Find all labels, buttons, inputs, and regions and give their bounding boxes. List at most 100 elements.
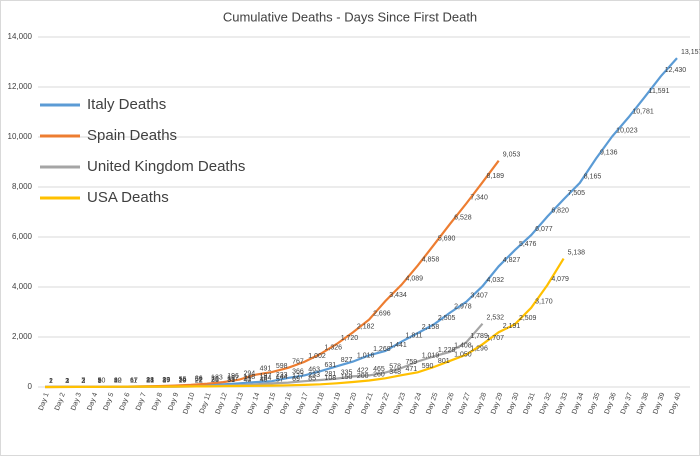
data-label: 10 (98, 378, 106, 385)
data-label: 8 (162, 378, 166, 385)
data-label: 2 (81, 378, 85, 385)
y-tick-label: 6,000 (12, 232, 33, 241)
y-tick-label: 8,000 (12, 182, 33, 191)
data-label: 1 (49, 378, 53, 385)
data-label: 7 (81, 378, 85, 385)
data-label: 8,189 (487, 173, 505, 180)
data-label: 10,023 (616, 127, 638, 134)
data-label: 1,326 (324, 345, 342, 352)
data-label: 2,158 (422, 324, 440, 331)
data-label: 294 (243, 370, 255, 377)
data-label: 1 (49, 378, 53, 385)
data-label: 1,002 (308, 353, 326, 360)
data-label: 8 (146, 378, 150, 385)
data-label: 4,032 (487, 277, 505, 284)
data-label: 4,858 (422, 256, 440, 263)
data-label: 11 (130, 378, 137, 385)
y-tick-label: 14,000 (8, 32, 33, 41)
data-label: 5,690 (438, 236, 456, 243)
y-tick-label: 10,000 (8, 132, 33, 141)
data-label: 9 (114, 378, 118, 385)
data-label: 3,407 (470, 293, 488, 300)
data-label: 2,182 (357, 323, 375, 330)
data-label: 7,505 (568, 190, 586, 197)
data-label: 5,476 (519, 241, 537, 248)
data-label: 2 (81, 378, 85, 385)
data-label: 21 (146, 377, 154, 384)
data-label: 335 (341, 369, 353, 376)
y-tick-label: 0 (28, 382, 33, 391)
data-label: 6,077 (535, 226, 553, 233)
data-label: 1,707 (487, 335, 505, 342)
data-label: 6 (130, 378, 134, 385)
legend-label: United Kingdom Deaths (87, 158, 245, 175)
legend-label: USA Deaths (87, 189, 169, 206)
data-label: 17 (130, 377, 138, 384)
data-label: 2,505 (438, 315, 456, 322)
data-label: 2 (65, 378, 69, 385)
data-label: 1,811 (406, 333, 423, 340)
data-label: 1,296 (470, 345, 488, 352)
data-label: 10 (179, 378, 187, 385)
data-label: 767 (292, 359, 304, 366)
data-label: 598 (276, 363, 288, 370)
data-label: 2 (65, 378, 69, 385)
data-label: 8,165 (584, 174, 602, 181)
data-label: 55 (179, 376, 187, 383)
data-label: 366 (292, 369, 304, 376)
data-label: 7,340 (470, 194, 488, 201)
data-label: 6 (98, 378, 102, 385)
data-label: 71 (243, 376, 251, 383)
y-tick-label: 12,000 (8, 82, 33, 91)
data-label: 4,827 (503, 257, 521, 264)
data-label: 14 (146, 377, 154, 384)
data-label: 17 (162, 377, 170, 384)
data-label: 133 (211, 375, 223, 382)
data-label: 578 (389, 363, 401, 370)
data-label: 13,157 (681, 49, 700, 56)
data-label: 463 (308, 366, 320, 373)
data-label: 4,089 (406, 276, 424, 283)
data-label: 12 (114, 378, 122, 385)
data-label: 36 (162, 377, 170, 384)
data-label: 4 (114, 378, 118, 385)
data-label: 19 (179, 377, 187, 384)
data-label: 85 (308, 376, 316, 383)
data-label: 2,978 (454, 303, 472, 310)
data-label: 35 (211, 377, 219, 384)
data-label: 48 (260, 377, 268, 384)
data-label: 79 (211, 376, 219, 383)
data-label: 2,509 (519, 315, 537, 322)
data-label: 1,720 (341, 335, 359, 342)
data-label: 422 (357, 367, 369, 374)
data-label: 471 (406, 366, 418, 373)
data-label: 1 (65, 378, 69, 385)
data-label: 3 (65, 378, 69, 385)
data-label: 34 (179, 377, 187, 384)
series-line (45, 258, 565, 389)
data-label: 11,591 (649, 88, 670, 95)
data-label: 197 (260, 373, 272, 380)
data-label: 3,170 (535, 299, 553, 306)
data-label: 3 (81, 378, 85, 385)
data-label: 150 (341, 374, 353, 381)
data-label: 281 (324, 371, 336, 378)
data-label: 40 (243, 377, 251, 384)
data-label: 2,696 (373, 310, 391, 317)
data-label: 6,528 (454, 215, 472, 222)
data-label: 104 (260, 375, 272, 382)
data-label: 28 (146, 377, 154, 384)
data-label: 29 (162, 377, 170, 384)
data-label: 52 (195, 377, 203, 384)
data-label: 55 (227, 376, 235, 383)
data-label: 9,136 (600, 149, 618, 156)
data-label: 1,408 (454, 343, 472, 350)
data-label: 1,228 (438, 347, 456, 354)
data-label: 1,016 (357, 352, 375, 359)
data-label: 491 (260, 366, 272, 373)
data-label: 5,138 (568, 249, 586, 256)
data-label: 26 (211, 377, 219, 384)
data-label: 1,441 (389, 342, 407, 349)
